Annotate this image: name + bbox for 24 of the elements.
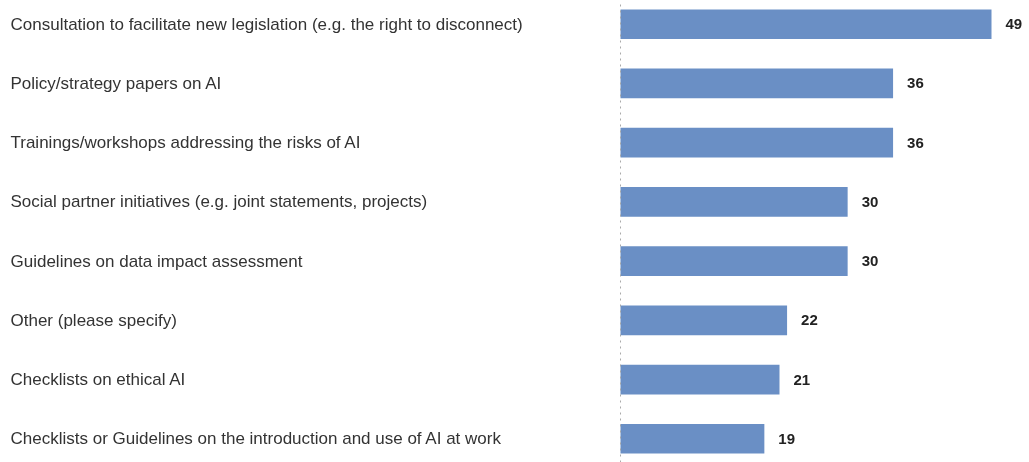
bar (620, 187, 848, 217)
y-tick-label: Checklists or Guidelines on the introduction and use of AI at work (10, 429, 502, 449)
y-tick-label: Policy/strategy papers on AI (10, 73, 222, 93)
data-label: 30 (861, 192, 879, 210)
y-tick-label: Social partner initiatives (e.g. joint statements, projects) (10, 192, 428, 212)
y-tick-label: Checklists on ethical AI (10, 370, 186, 390)
data-label: 21 (793, 370, 811, 388)
bar (620, 68, 894, 99)
data-label: 30 (861, 252, 879, 270)
data-label: 49 (1005, 15, 1023, 33)
bar (620, 246, 848, 276)
bar (620, 305, 788, 336)
y-tick-label: Guidelines on data impact assessment (10, 251, 303, 271)
y-tick-label: Other (please specify) (10, 310, 177, 330)
bar (620, 9, 992, 39)
data-label: 36 (907, 133, 924, 151)
bar (620, 424, 765, 454)
data-label: 22 (801, 311, 818, 329)
bar (620, 364, 780, 395)
data-label: 19 (778, 429, 796, 447)
data-label: 36 (907, 74, 924, 92)
y-tick-label: Trainings/workshops addressing the risks of AI (10, 133, 361, 153)
bar (620, 127, 894, 158)
y-tick-label: Consultation to facilitate new legislation (e.g. the right to disconnect) (10, 14, 523, 34)
